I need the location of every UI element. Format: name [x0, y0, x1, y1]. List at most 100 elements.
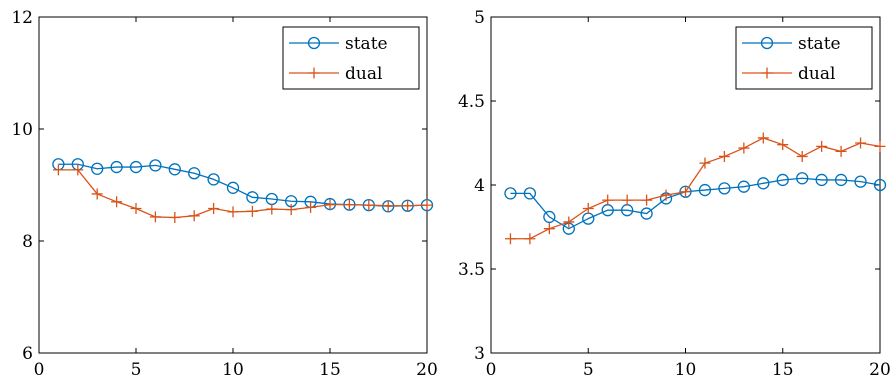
data-point-state: [854, 175, 867, 188]
chart-panel-2: 0 5 10 15 20 3 3.5 4 4.5 5 state dual: [458, 8, 891, 380]
data-point-dual: [72, 164, 84, 176]
data-point-state: [757, 177, 770, 190]
data-point-state: [168, 163, 181, 176]
data-point-state: [246, 191, 259, 204]
data-point-state: [504, 187, 517, 200]
data-point-dual: [188, 210, 200, 222]
data-point-dual: [680, 186, 691, 198]
data-point-dual: [816, 140, 828, 152]
x-tick-label: 5: [583, 360, 594, 380]
data-point-state: [129, 160, 143, 174]
data-point-dual: [91, 188, 103, 200]
x-tick-label: 20: [869, 360, 891, 380]
data-point-dual: [504, 233, 516, 245]
data-point-dual: [738, 142, 750, 154]
data-point-dual: [421, 199, 433, 211]
data-point-dual: [305, 201, 317, 213]
data-point-dual: [796, 150, 808, 162]
data-point-dual: [563, 216, 575, 228]
y-tick-label: 10: [11, 120, 33, 140]
data-point-dual: [324, 199, 336, 211]
y-tick-label: 3: [474, 344, 485, 364]
data-point-dual: [835, 145, 847, 157]
legend-box: [735, 26, 873, 90]
data-point-state: [796, 172, 809, 185]
x-tick-label: 5: [131, 360, 142, 380]
data-point-dual: [602, 194, 614, 206]
data-point-dual: [641, 194, 653, 206]
legend-label-state: state: [798, 34, 841, 54]
data-point-dual: [169, 211, 181, 223]
x-tick-label: 0: [486, 360, 497, 380]
legend-label-dual: dual: [798, 64, 835, 84]
data-point-state: [207, 173, 220, 186]
data-point-state: [226, 181, 240, 194]
data-point-state: [718, 182, 731, 195]
data-point-dual: [52, 164, 64, 176]
data-point-dual: [285, 204, 297, 216]
data-point-state: [640, 207, 653, 220]
data-point-dual: [718, 150, 730, 162]
legend-label-state: state: [345, 34, 388, 54]
data-point-dual: [699, 157, 711, 169]
data-point-dual: [874, 140, 886, 152]
x-tick-label: 10: [675, 360, 697, 380]
data-point-state: [834, 173, 848, 187]
x-tick-label: 0: [34, 360, 45, 380]
legend-label-dual: dual: [345, 64, 382, 84]
legend: state dual: [735, 26, 873, 90]
data-point-state: [543, 210, 556, 224]
data-point-state: [149, 159, 162, 172]
x-tick-label: 15: [772, 360, 794, 380]
data-point-dual: [246, 205, 258, 217]
data-point-state: [110, 160, 123, 174]
legend-marker-dual: [308, 67, 320, 79]
y-tick-label: 6: [22, 344, 33, 364]
y-tick-label: 4: [474, 176, 485, 196]
data-point-dual: [343, 199, 355, 211]
y-tick-label: 4.5: [458, 92, 485, 112]
chart-panel-1: 0 5 10 15 20 6 8 10 12 state dual: [11, 8, 437, 380]
data-point-dual: [660, 189, 672, 201]
data-point-dual: [208, 203, 220, 215]
legend-box: [282, 26, 420, 90]
data-point-state: [815, 173, 828, 187]
legend-marker-state: [307, 36, 321, 50]
data-point-dual: [777, 139, 789, 151]
y-tick-label: 8: [22, 232, 33, 252]
data-point-dual: [582, 203, 594, 215]
legend: state dual: [282, 26, 420, 90]
data-point-state: [188, 167, 201, 180]
series-line-dual: [510, 137, 881, 240]
data-point-dual: [130, 203, 142, 215]
legend-marker-dual: [761, 67, 773, 79]
x-tick-label: 10: [222, 360, 244, 380]
x-tick-label: 20: [416, 360, 438, 380]
data-point-dual: [266, 203, 278, 215]
data-point-dual: [524, 233, 536, 245]
data-point-dual: [149, 211, 161, 223]
data-point-dual: [402, 200, 414, 212]
data-point-dual: [227, 206, 239, 218]
series-dual: [504, 132, 886, 245]
y-tick-label: 5: [474, 8, 485, 28]
y-tick-label: 3.5: [458, 260, 485, 280]
data-point-state: [873, 178, 887, 192]
legend-marker-state: [760, 36, 774, 50]
series-state: [52, 158, 434, 213]
data-point-state: [91, 162, 104, 175]
data-point-state: [523, 187, 537, 200]
data-point-state: [776, 173, 789, 187]
series-line-state: [510, 177, 881, 230]
data-point-dual: [111, 196, 123, 208]
data-point-dual: [757, 132, 769, 144]
data-point-state: [698, 183, 712, 197]
data-point-dual: [543, 223, 555, 235]
x-tick-label: 15: [319, 360, 341, 380]
data-point-dual: [621, 194, 633, 206]
y-tick-label: 12: [11, 8, 33, 28]
data-point-dual: [363, 199, 375, 211]
data-point-dual: [382, 200, 394, 212]
